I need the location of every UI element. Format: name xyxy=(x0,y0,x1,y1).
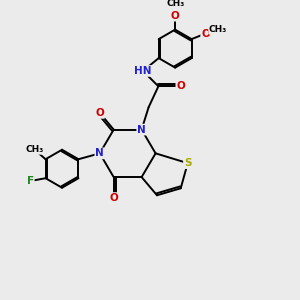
Text: N: N xyxy=(95,148,104,158)
Text: O: O xyxy=(109,193,118,203)
Text: O: O xyxy=(171,11,179,21)
Text: F: F xyxy=(27,176,34,186)
Text: CH₃: CH₃ xyxy=(166,0,184,8)
Text: O: O xyxy=(201,28,210,38)
Text: S: S xyxy=(184,158,191,168)
Text: O: O xyxy=(95,108,104,118)
Text: CH₃: CH₃ xyxy=(25,145,44,154)
Text: N: N xyxy=(137,124,146,135)
Text: CH₃: CH₃ xyxy=(209,25,227,34)
Text: O: O xyxy=(176,81,185,91)
Text: HN: HN xyxy=(134,66,152,76)
